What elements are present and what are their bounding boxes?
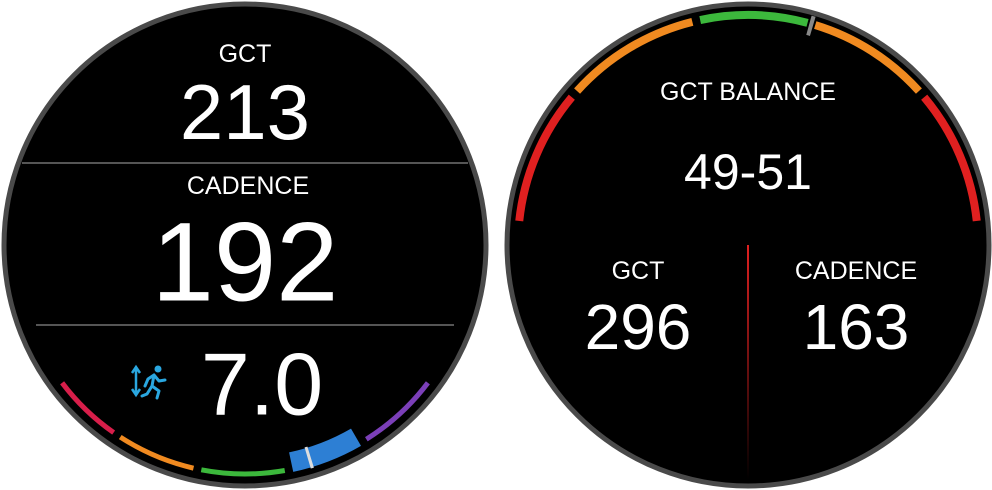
arc-segment [60,381,116,435]
gauge-arc [60,381,430,477]
arc-segment [515,94,575,222]
running-icon [130,364,167,400]
arc-segment [304,446,314,469]
field-label: GCT [612,257,665,285]
arc-segment [200,467,286,477]
balance-value: 49-51 [684,144,812,200]
gauge-arc [515,11,981,222]
divider [747,245,749,480]
field-value: 7.0 [201,335,323,434]
field-value: 192 [152,200,339,325]
arc-segment [814,21,922,94]
left-watch: GCT 213 CADENCE 192 7.0 [1,1,489,489]
arc-segment [699,11,809,27]
arc-segment [806,15,816,36]
field-value: 296 [585,291,692,363]
arc-segment [921,94,981,222]
title: GCT BALANCE [660,78,836,106]
watch-face [1,1,489,489]
field-value: 213 [180,68,310,156]
arc-segment [365,381,430,442]
field-value: 163 [803,291,910,363]
arc-segment [574,17,694,94]
field-label: GCT [219,40,272,68]
field-label: CADENCE [187,172,309,200]
arc-segment [288,428,361,472]
right-watch: GCT BALANCE 49-51 GCT 296 CADENCE 163 [504,1,992,489]
field-label: CADENCE [795,257,917,285]
arc-segment [118,434,195,471]
